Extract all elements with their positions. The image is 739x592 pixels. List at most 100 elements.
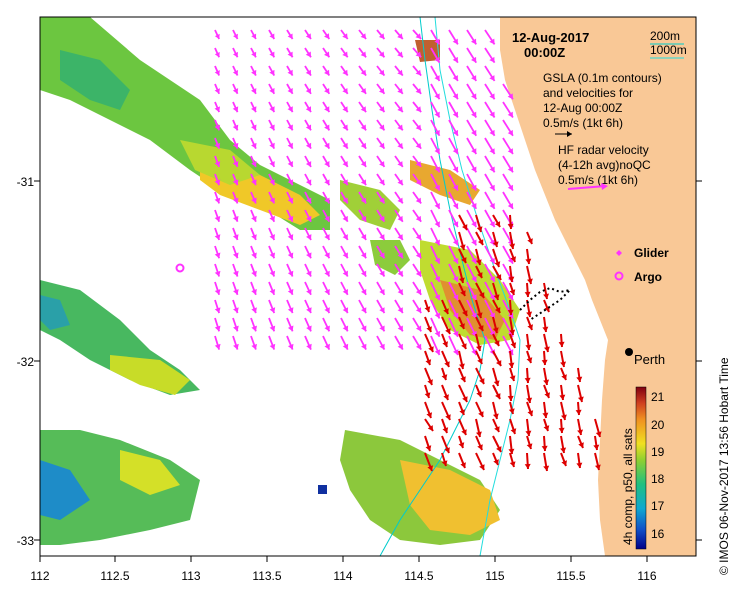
hf-radar-arrow [458,214,468,231]
altimetry-arrow [286,227,294,241]
hf-radar-arrow [475,333,482,352]
hf-radar-arrow [492,435,502,453]
altimetry-arrow [232,119,239,131]
altimetry-arrow [304,173,312,186]
altimetry-arrow [376,101,386,113]
altimetry-arrow [268,245,276,259]
altimetry-arrow [430,317,441,338]
altimetry-arrow [412,317,422,332]
hf-radar-arrow [526,231,533,245]
altimetry-arrow [250,191,257,204]
hf-radar-arrow [524,452,531,470]
altimetry-arrow [448,209,459,228]
argo-float-marker [175,263,185,273]
altimetry-arrow [232,29,239,40]
y-tick-label: -31 [17,175,35,189]
hf-radar-arrows [424,214,602,472]
altimetry-arrow [322,101,331,113]
hf-radar-arrow [458,282,466,297]
altimetry-arrow [286,173,294,186]
altimetry-arrow [412,191,422,204]
altimetry-arrow [268,191,276,204]
altimetry-arrow [268,137,276,150]
altimetry-arrow [466,299,478,319]
depth-1000-label: 1000m [650,43,687,57]
altimetry-arrow [358,83,367,95]
altimetry-arrow [304,83,312,95]
hf-radar-arrow [509,367,516,382]
altimetry-arrow [484,173,496,192]
hf-radar-arrow [525,333,532,351]
altimetry-arrow [286,317,294,332]
hf-radar-arrow [594,452,601,471]
altimetry-arrow [448,173,459,191]
altimetry-arrow [286,335,294,350]
altimetry-arrow [394,245,404,259]
hf-radar-arrow [458,401,466,416]
altimetry-arrow [394,317,404,332]
altimetry-arrow [358,155,367,168]
hf-scale-arrowhead [601,183,608,190]
hf-radar-arrow [507,384,514,402]
altimetry-arrow [412,65,422,77]
imos-credit: © IMOS 06-Nov-2017 13:56 Hobart Time [717,357,731,575]
altimetry-arrow [322,245,331,259]
altimetry-arrow [304,281,312,296]
altimetry-arrow [376,263,386,277]
hf-radar-arrow [594,418,602,438]
hf-radar-arrow [492,214,501,228]
hf-radar-arrow [458,367,466,383]
hf-radar-arrow [441,333,449,348]
sst-patch-north-cool [60,50,130,110]
hf-radar-arrow [458,265,465,284]
colorbar-label: 4h comp, p50, all sats [621,428,635,545]
hf-radar-arrow [441,316,451,335]
altimetry-arrow [466,191,477,210]
hf-radar-arrow [441,350,450,368]
altimetry-arrow [358,47,367,58]
hf-radar-arrow [509,316,516,336]
altimetry-arrow [250,335,258,350]
altimetry-arrow [214,137,221,149]
altimetry-arrow [376,191,386,204]
hf-radar-arrow [509,282,516,296]
hf-radar-arrow [541,435,548,452]
altimetry-arrow [250,119,257,131]
sst-patch-south-warm [400,460,500,535]
altimetry-arrow [466,335,478,356]
altimetry-arrow [394,83,404,95]
altimetry-arrow [502,191,514,210]
altimetry-arrow [484,119,496,137]
hf-radar-arrow [559,384,566,401]
altimetry-arrow [214,119,221,131]
altimetry-arrow [232,173,239,186]
altimetry-arrow [232,209,239,223]
altimetry-arrow [340,191,349,204]
altimetry-arrow [214,317,221,332]
hf-radar-arrow [575,401,582,416]
altimetry-arrow [448,83,459,100]
altimetry-arrow [250,281,257,296]
hf-radar-arrow [458,452,466,469]
altimetry-arrow [502,155,514,173]
altimetry-arrow [430,335,441,356]
altimetry-arrow [214,83,220,95]
hf-radar-arrow [492,384,501,400]
hf-radar-arrow [576,367,583,383]
hf-radar-arrow [424,435,432,452]
hf-radar-arrow [424,350,432,366]
altimetry-arrow [376,29,386,40]
altimetry-arrow [304,29,312,40]
x-tick-label: 113.5 [252,569,281,583]
altimetry-arrow [466,245,477,265]
altimetry-arrow [448,227,459,246]
altimetry-arrow [430,281,441,301]
glider-legend-marker [616,250,622,256]
depth-200-label: 200m [650,29,680,43]
altimetry-arrow [286,191,294,204]
altimetry-arrow [430,209,441,228]
altimetry-arrow [322,119,331,131]
gsla-line-2: and velocities for [543,86,633,100]
axis-ticks [34,180,702,562]
hf-radar-arrow [492,265,502,281]
